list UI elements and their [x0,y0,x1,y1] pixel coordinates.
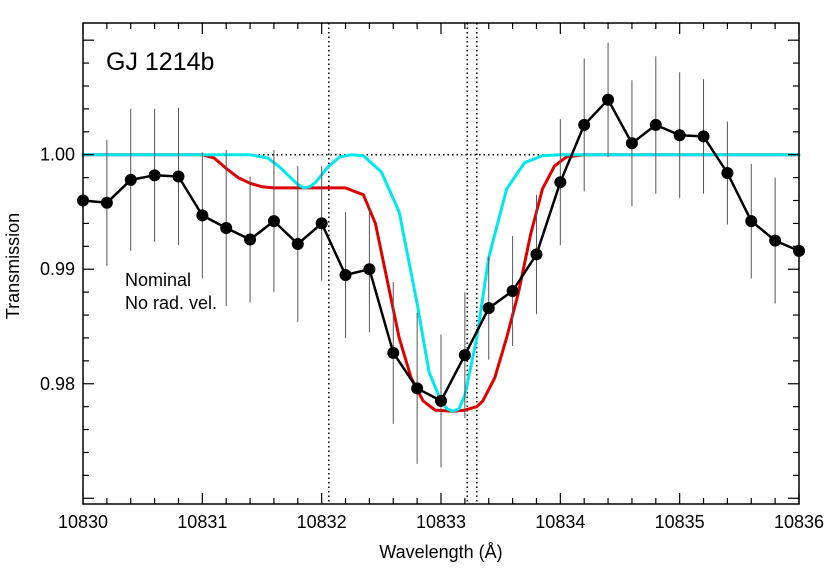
data-point [435,394,447,407]
x-tick-label: 10834 [535,512,585,532]
data-point [267,215,280,228]
data-point [506,284,519,297]
data-point [339,268,352,281]
x-tick-label: 10831 [177,512,227,532]
data-point [387,346,400,359]
data-series [77,42,805,468]
data-point [196,209,209,222]
legend-no-rad-vel: No rad. vel. [125,293,217,313]
data-point [482,302,495,315]
x-tick-label: 10832 [297,512,347,532]
legend-nominal: Nominal [125,270,191,290]
x-tick-label: 10836 [774,512,824,532]
x-axis-label: Wavelength (Å) [379,542,502,562]
data-point [363,263,376,276]
x-tick-label: 10830 [58,512,108,532]
reference-lines [83,23,799,504]
chart-title: GJ 1214b [106,48,214,76]
data-point [649,118,662,131]
data-point [100,196,113,209]
y-tick-label: 0.99 [40,259,75,279]
data-point [220,221,233,234]
data-point [673,129,686,142]
model-line-2 [81,153,801,413]
y-tick-label: 0.98 [40,374,75,394]
data-point [745,215,758,228]
labels: GJ 1214b Nominal No rad. vel. Wavelength… [3,48,503,562]
data-point [625,137,638,150]
y-tick-label: 1.00 [40,145,75,165]
data-point [769,234,782,247]
data-point [554,176,567,189]
data-point [721,167,734,180]
data-point [291,238,304,251]
x-tick-label: 10833 [416,512,466,532]
y-axis-label: Transmission [3,213,23,319]
data-point [530,248,543,261]
data-point [411,382,424,395]
data-point [244,233,257,246]
axes: 10830 10831 10832 10833 10834 10835 10836 0.98 0… [40,22,824,532]
data-point [124,173,137,186]
data-point [602,93,615,106]
data-point [148,169,161,182]
data-point [315,217,328,230]
data-point [697,130,710,143]
x-tick-label: 10835 [655,512,705,532]
data-point [172,170,185,183]
data-point [578,118,591,131]
data-point [458,349,471,362]
